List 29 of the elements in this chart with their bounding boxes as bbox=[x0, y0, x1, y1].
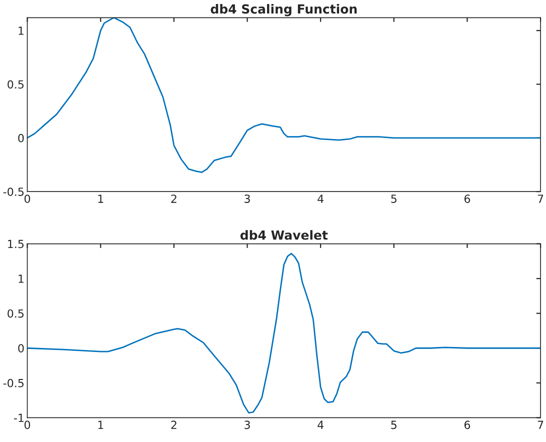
x-tick-label: 4 bbox=[318, 420, 324, 429]
y-tick-label: 1.5 bbox=[8, 240, 24, 248]
y-tick-label: 0.5 bbox=[8, 309, 24, 318]
y-tick-label: 0 bbox=[18, 344, 24, 352]
x-tick-label: 1 bbox=[98, 194, 104, 203]
y-tick-label: -1 bbox=[14, 414, 24, 422]
y-tick-label: 0.5 bbox=[8, 80, 24, 89]
x-tick-label: 7 bbox=[538, 420, 544, 429]
x-tick-label: 6 bbox=[464, 420, 470, 430]
line-series bbox=[27, 252, 541, 414]
y-tick-label: 0 bbox=[18, 134, 24, 142]
x-tick-label: 2 bbox=[171, 194, 176, 203]
x-tick-label: 3 bbox=[244, 194, 250, 203]
x-tick-label: 5 bbox=[391, 194, 396, 203]
y-tick-label: -0.5 bbox=[3, 188, 24, 196]
x-tick-label: 6 bbox=[464, 194, 470, 203]
x-tick-label: 7 bbox=[538, 194, 544, 203]
x-tick-label: 1 bbox=[98, 420, 104, 429]
y-tick-label: 1 bbox=[18, 26, 24, 35]
chart-title: db4 Wavelet bbox=[240, 230, 328, 240]
y-tick-label: 1 bbox=[18, 274, 24, 283]
y-tick-label: -0.5 bbox=[3, 378, 24, 388]
chart-title: db4 Scaling Function bbox=[210, 4, 357, 16]
x-tick-label: 2 bbox=[171, 420, 176, 429]
x-tick-label: 0 bbox=[24, 420, 30, 430]
x-tick-label: 0 bbox=[24, 194, 30, 203]
x-tick-label: 3 bbox=[244, 420, 250, 430]
x-tick-label: 5 bbox=[391, 420, 396, 430]
x-tick-label: 4 bbox=[318, 194, 324, 203]
